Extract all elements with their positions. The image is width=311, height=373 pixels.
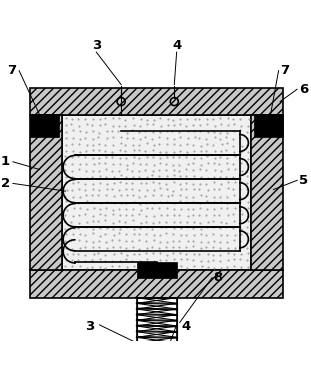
Text: 3: 3 (92, 40, 101, 53)
Bar (30, 88, 283, 116)
Text: 1: 1 (1, 155, 10, 168)
Bar (30, 270, 283, 298)
Bar (251, 116, 283, 270)
Text: 7: 7 (280, 64, 289, 77)
Text: 2: 2 (1, 177, 10, 190)
Text: 7: 7 (7, 64, 16, 77)
Bar (63, 116, 251, 270)
Text: 4: 4 (181, 320, 191, 333)
Text: 4: 4 (172, 40, 181, 53)
Text: 3: 3 (86, 320, 95, 333)
Text: 6: 6 (299, 83, 308, 96)
Text: 8: 8 (214, 271, 223, 284)
Bar (137, 262, 177, 278)
Bar (30, 116, 63, 270)
Bar (30, 114, 59, 137)
Text: 5: 5 (299, 174, 308, 187)
Bar (254, 114, 283, 137)
